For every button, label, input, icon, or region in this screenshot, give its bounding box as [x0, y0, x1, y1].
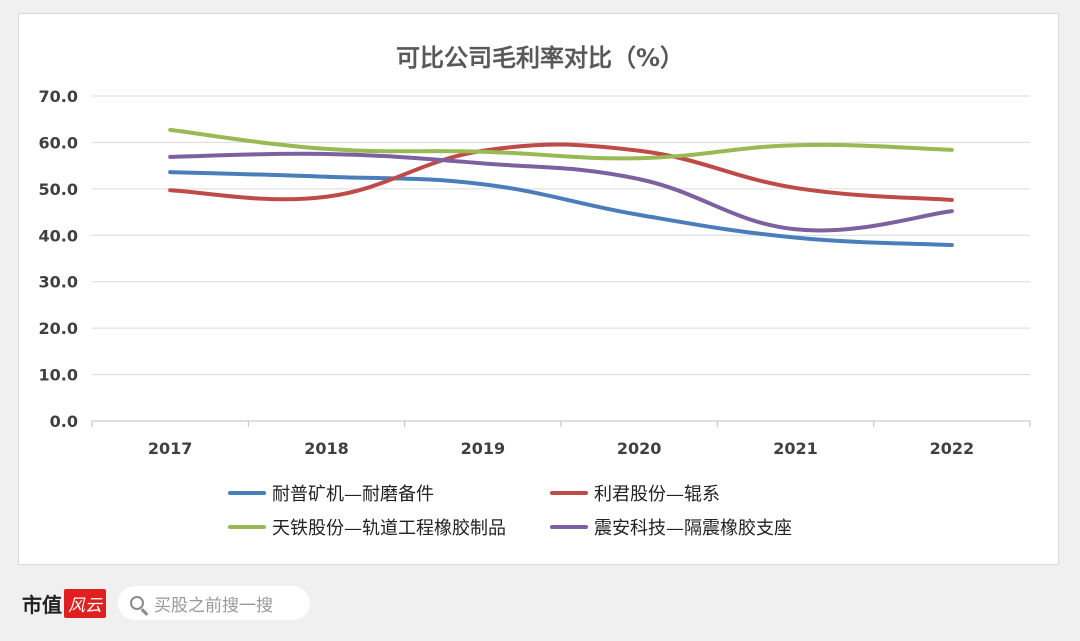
y-tick-label: 0.0	[50, 412, 78, 431]
legend-label: 天铁股份—轨道工程橡胶制品	[272, 518, 506, 539]
series-lines	[168, 127, 954, 248]
x-tick-label: 2020	[617, 439, 662, 458]
search-icon	[130, 596, 144, 610]
legend-label: 利君股份—辊系	[594, 484, 720, 505]
x-tick-label: 2017	[148, 439, 193, 458]
legend-label: 震安科技—隔震橡胶支座	[594, 518, 792, 539]
y-tick-label: 20.0	[39, 319, 78, 338]
y-tick-label: 30.0	[39, 273, 78, 292]
series-line-purple	[168, 151, 954, 233]
legend-swatch-purple	[550, 525, 588, 529]
legend-label: 耐普矿机—耐磨备件	[272, 484, 434, 505]
x-tick-label: 2019	[461, 439, 506, 458]
search-box[interactable]: 买股之前搜一搜	[118, 586, 310, 620]
legend-swatch-red	[550, 491, 588, 495]
footer-bar: 市值 风云 买股之前搜一搜	[22, 586, 310, 620]
y-tick-label: 40.0	[39, 226, 78, 245]
brand-name: 市值	[22, 592, 62, 617]
chart-frame	[18, 13, 1059, 565]
series-line-green	[168, 127, 954, 161]
search-placeholder: 买股之前搜一搜	[154, 595, 273, 616]
y-tick-label: 60.0	[39, 133, 78, 152]
y-tick-label: 50.0	[39, 180, 78, 199]
legend-item-2: 天铁股份—轨道工程橡胶制品	[228, 514, 506, 540]
legend-item-0: 耐普矿机—耐磨备件	[228, 480, 434, 506]
legend-swatch-blue	[228, 491, 266, 495]
series-line-blue	[168, 170, 954, 248]
x-tick-label: 2021	[773, 439, 818, 458]
brand-logo: 风云	[64, 588, 106, 618]
legend-swatch-green	[228, 525, 266, 529]
y-tick-label: 10.0	[39, 366, 78, 385]
x-tick-label: 2022	[930, 439, 975, 458]
series-line-red	[168, 142, 954, 202]
y-axis-ticks: 0.0 10.0 20.0 30.0 40.0 50.0 60.0 70.0	[39, 87, 78, 431]
legend-item-1: 利君股份—辊系	[550, 480, 720, 506]
x-axis: 2017 2018 2019 2020 2021 2022	[91, 420, 1031, 458]
y-tick-label: 70.0	[39, 87, 78, 106]
x-tick-label: 2018	[304, 439, 349, 458]
chart-title: 可比公司毛利率对比（%）	[395, 44, 685, 72]
legend-item-3: 震安科技—隔震橡胶支座	[550, 514, 792, 540]
